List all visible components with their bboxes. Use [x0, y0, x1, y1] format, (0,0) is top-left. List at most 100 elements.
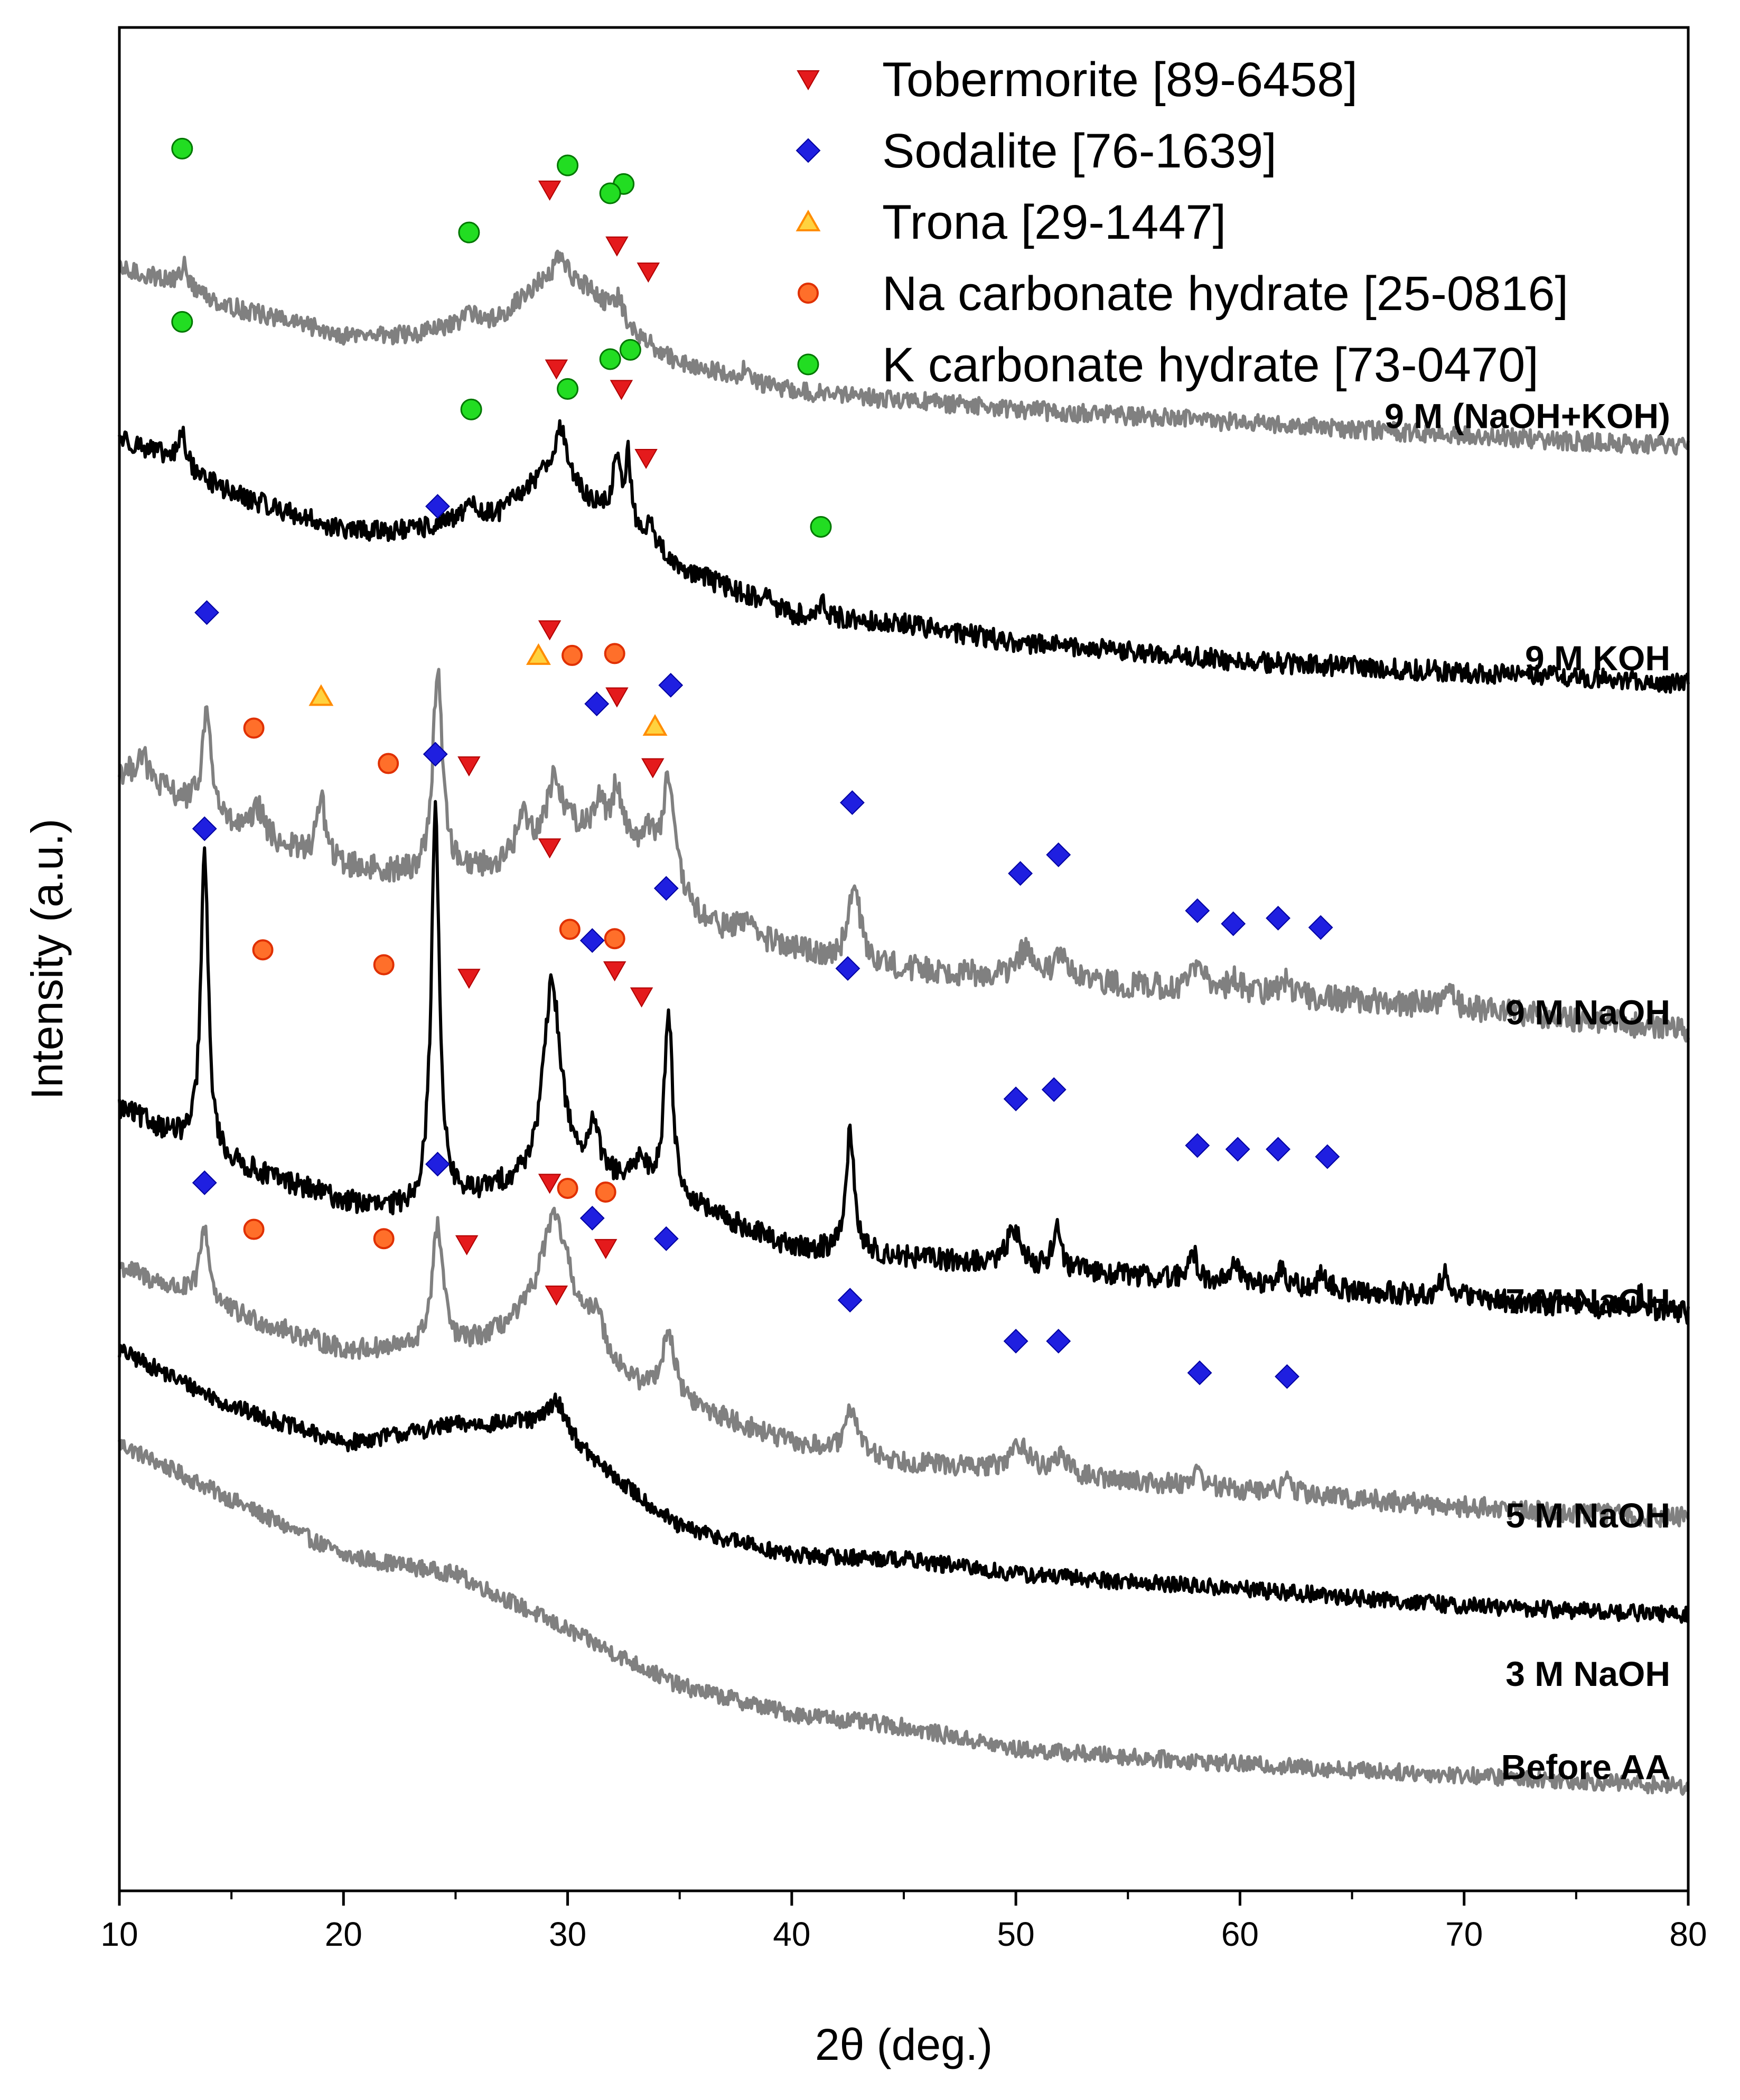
legend: Tobermorite [89-6458] Sodalite [76-1639] T…	[796, 53, 1568, 392]
phase-marker-sod	[1003, 1328, 1028, 1354]
phase-marker-nac	[604, 643, 625, 664]
phase-marker-sod	[1185, 1133, 1210, 1158]
series-label: Before AA	[1501, 1747, 1670, 1786]
phase-marker-kc	[599, 348, 621, 370]
phase-marker-sod	[1266, 1137, 1290, 1162]
phase-marker-tro	[642, 714, 668, 736]
x-tick-label: 20	[325, 1915, 362, 1953]
legend-label-kc: K carbonate hydrate [73-0470]	[882, 338, 1539, 392]
x-tick-label: 30	[549, 1915, 586, 1953]
legend-marker-tob	[797, 70, 820, 91]
series-line-9-m-naoh	[118, 668, 1690, 1043]
phase-marker-nac	[373, 1228, 395, 1250]
phase-marker-sod	[1308, 915, 1333, 940]
phase-marker-kc	[557, 154, 579, 176]
series-label-layer: Before AA 3 M NaOH 5 M NaOH 7 M NaOH 9 M NaO…	[1384, 397, 1670, 1787]
marker-layer	[171, 137, 1340, 1389]
phase-marker-sod	[1185, 898, 1210, 923]
phase-marker-nac	[243, 1218, 265, 1240]
series-label: 5 M NaOH	[1505, 1496, 1670, 1535]
phase-marker-tob	[538, 838, 562, 859]
series-label: 7 M NaOH	[1505, 1281, 1670, 1320]
phase-marker-sod	[1008, 861, 1033, 886]
phase-marker-tob	[603, 961, 626, 982]
phase-marker-sod	[1187, 1360, 1212, 1385]
phase-marker-kc	[599, 182, 621, 204]
x-axis-ticks: 10 20 30 40 50 60 70 80	[100, 1891, 1707, 1953]
series-label: 9 M KOH	[1525, 639, 1670, 678]
phase-marker-tob	[538, 620, 562, 641]
phase-marker-tro	[308, 684, 334, 706]
phase-marker-sod	[423, 742, 448, 767]
phase-marker-kc	[171, 311, 193, 333]
phase-marker-sod	[579, 1205, 605, 1231]
phase-marker-nac	[604, 928, 625, 950]
phase-marker-sod	[1046, 1328, 1071, 1354]
legend-label-tob: Tobermorite [89-6458]	[882, 53, 1358, 107]
legend-label-tro: Trona [29-1447]	[882, 195, 1226, 249]
series-line-7-m-naoh	[118, 800, 1690, 1325]
series-line-5-m-naoh	[118, 1206, 1690, 1529]
legend-label-sod: Sodalite [76-1639]	[882, 124, 1277, 178]
x-tick-label: 40	[773, 1915, 810, 1953]
phase-marker-kc	[171, 137, 193, 160]
phase-marker-sod	[192, 816, 217, 841]
phase-marker-kc	[458, 221, 480, 243]
phase-marker-sod	[194, 600, 219, 625]
phase-marker-tob	[610, 380, 633, 400]
phase-marker-nac	[595, 1182, 616, 1203]
legend-marker-nac	[798, 283, 819, 304]
x-tick-label: 10	[100, 1915, 138, 1953]
x-tick-label: 50	[997, 1915, 1035, 1953]
x-tick-label: 80	[1669, 1915, 1707, 1953]
series-line-3-m-naoh	[118, 1344, 1689, 1624]
phase-marker-kc	[460, 398, 482, 420]
phase-marker-sod	[653, 876, 679, 901]
series-label: 9 M NaOH	[1505, 992, 1670, 1032]
phase-marker-sod	[1221, 911, 1246, 936]
phase-marker-nac	[559, 918, 581, 940]
phase-marker-tob	[594, 1239, 618, 1259]
phase-marker-nac	[557, 1177, 578, 1199]
series-label: 3 M NaOH	[1505, 1654, 1670, 1693]
legend-marker-kc	[797, 353, 819, 376]
y-axis-title: Intensity (a.u.)	[22, 819, 72, 1100]
phase-marker-tob	[545, 1286, 568, 1306]
phase-marker-sod	[837, 1288, 863, 1313]
phase-marker-sod	[1315, 1144, 1340, 1169]
phase-marker-tob	[457, 969, 481, 989]
phase-marker-sod	[1275, 1364, 1299, 1389]
series-line-before-aa	[118, 1439, 1690, 1796]
series-line-9-m-koh	[118, 419, 1690, 694]
phase-marker-sod	[840, 790, 865, 815]
phase-marker-tob	[545, 359, 568, 380]
phase-marker-nac	[373, 954, 395, 976]
phase-marker-tob	[630, 987, 653, 1008]
phase-marker-kc	[557, 378, 579, 400]
phase-marker-sod	[425, 494, 450, 519]
phase-marker-sod	[192, 1170, 217, 1195]
x-axis-title: 2θ (deg.)	[815, 2020, 993, 2069]
phase-marker-kc	[810, 516, 832, 538]
plot-layer	[118, 249, 1690, 1796]
phase-marker-tob	[634, 448, 658, 469]
phase-marker-tob	[538, 1174, 562, 1194]
phase-marker-tob	[641, 758, 665, 779]
phase-marker-sod	[1046, 842, 1071, 867]
phase-marker-sod	[425, 1151, 450, 1177]
phase-marker-tob	[605, 687, 629, 708]
legend-marker-tro	[796, 209, 821, 231]
phase-marker-tro	[526, 643, 551, 665]
phase-marker-sod	[658, 672, 684, 698]
phase-marker-sod	[584, 691, 610, 717]
phase-marker-tob	[455, 1235, 479, 1255]
phase-marker-sod	[1225, 1137, 1250, 1162]
phase-marker-sod	[579, 928, 605, 953]
phase-marker-sod	[835, 956, 860, 981]
phase-marker-sod	[653, 1226, 679, 1251]
phase-marker-nac	[562, 644, 583, 666]
phase-marker-sod	[1266, 905, 1290, 931]
phase-marker-tob	[605, 236, 629, 257]
phase-marker-kc	[619, 339, 641, 361]
